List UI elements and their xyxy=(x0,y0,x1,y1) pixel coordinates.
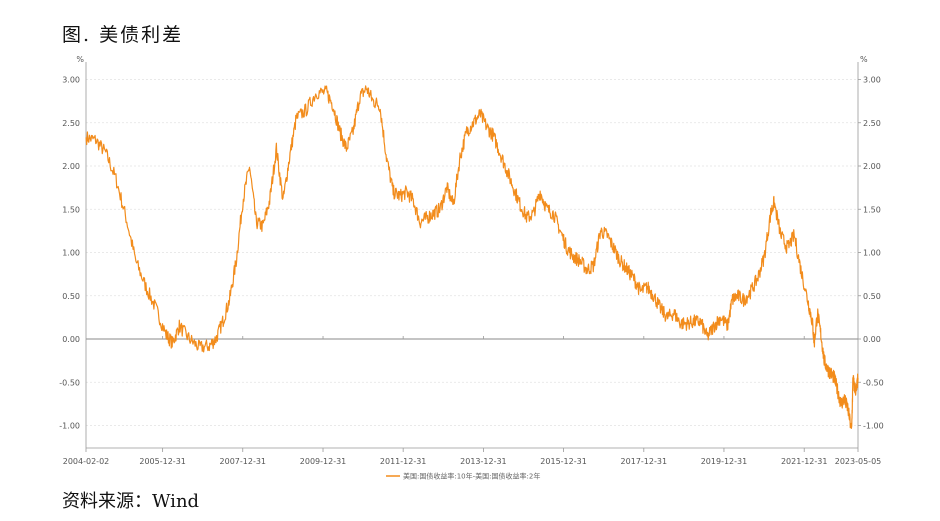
left-y-tick-labels: 3.00 2.50 2.00 1.50 1.00 0.50 0.00 -0.50 -1.00 xyxy=(59,76,80,431)
y-tick-label-left: 2.00 xyxy=(62,162,80,171)
y-tick-label-left: 3.00 xyxy=(62,76,80,85)
y-tick-label-right: 1.00 xyxy=(863,249,881,258)
y-tick-label-right: 2.50 xyxy=(863,119,881,128)
y-tick-label-left: 0.50 xyxy=(62,292,80,301)
grid-lines xyxy=(86,79,858,426)
y-tick-label-right: 1.50 xyxy=(863,205,881,214)
legend: 美国:国债收益率:10年-美国:国债收益率:2年 xyxy=(386,472,540,481)
x-tick-labels: 2004-02-02 2005-12-31 2007-12-31 2009-12-31… xyxy=(63,457,882,466)
y-tick-label-right: -0.50 xyxy=(863,378,884,387)
y-tick-label-left: -0.50 xyxy=(59,378,80,387)
series-layer xyxy=(85,85,859,429)
x-tick-label: 2015-12-31 xyxy=(540,457,587,466)
series-line xyxy=(85,85,859,429)
y-tick-label-left: 1.50 xyxy=(62,205,80,214)
x-tick-label: 2007-12-31 xyxy=(220,457,267,466)
y-tick-label-right: -1.00 xyxy=(863,422,884,431)
right-y-tick-labels: 3.00 2.50 2.00 1.50 1.00 0.50 0.00 -0.50 -1.00 xyxy=(863,76,884,431)
y-tick-label-left: 0.00 xyxy=(62,335,80,344)
page-title: 图. 美债利差 xyxy=(62,24,184,46)
y-tick-label-left: 1.00 xyxy=(62,249,80,258)
x-tick-label: 2017-12-31 xyxy=(621,457,668,466)
y-tick-label-right: 2.00 xyxy=(863,162,881,171)
right-axis-unit: % xyxy=(860,55,868,64)
x-tick-label: 2011-12-31 xyxy=(380,457,427,466)
x-tick-label: 2021-12-31 xyxy=(781,457,828,466)
left-axis-unit: % xyxy=(76,55,84,64)
x-tick-label: 2019-12-31 xyxy=(701,457,748,466)
y-tick-label-right: 3.00 xyxy=(863,76,881,85)
y-tick-label-left: -1.00 xyxy=(59,422,80,431)
y-tick-label-right: 0.00 xyxy=(863,335,881,344)
y-tick-label-left: 2.50 xyxy=(62,119,80,128)
y-tick-label-right: 0.50 xyxy=(863,292,881,301)
x-tick-label: 2005-12-31 xyxy=(139,457,186,466)
source-note: 资料来源：Wind xyxy=(62,491,200,512)
x-tick-label: 2023-05-05 xyxy=(835,457,882,466)
x-tick-label: 2004-02-02 xyxy=(63,457,110,466)
legend-label: 美国:国债收益率:10年-美国:国债收益率:2年 xyxy=(403,472,540,481)
x-tick-label: 2013-12-31 xyxy=(460,457,507,466)
x-tick-label: 2009-12-31 xyxy=(300,457,347,466)
